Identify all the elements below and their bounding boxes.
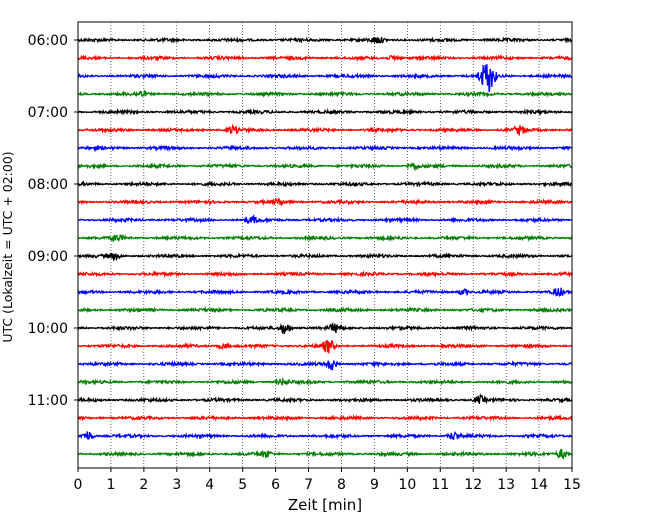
x-tick-label: 0 <box>74 477 83 493</box>
y-tick-label: 10:00 <box>28 321 68 337</box>
trace-line <box>77 53 573 62</box>
x-tick-label: 11 <box>431 477 449 493</box>
x-tick-label: 9 <box>370 477 379 493</box>
trace-line <box>77 233 573 243</box>
y-tick-label: 11:00 <box>28 393 68 409</box>
x-tick-label: 15 <box>563 477 581 493</box>
x-tick-label: 1 <box>106 477 115 493</box>
y-tick-label: 09:00 <box>28 249 68 265</box>
plot-background <box>78 22 572 468</box>
x-tick-label: 14 <box>530 477 548 493</box>
trace-line <box>77 180 573 188</box>
x-tick-label: 3 <box>172 477 181 493</box>
trace-line <box>77 321 573 335</box>
plot-frame <box>77 21 573 469</box>
trace-line <box>77 107 573 116</box>
trace-line <box>77 123 573 136</box>
trace-line <box>77 162 573 172</box>
trace-line <box>77 340 573 354</box>
y-tick-label: 08:00 <box>28 177 68 193</box>
trace-line <box>77 143 573 153</box>
trace-line <box>77 360 573 371</box>
trace-line <box>77 377 573 387</box>
seismogram-traces <box>77 36 573 460</box>
x-tick-label: 4 <box>205 477 214 493</box>
x-tick-label: 2 <box>139 477 148 493</box>
y-tick-label: 06:00 <box>28 33 68 49</box>
trace-line <box>77 270 573 279</box>
trace-line <box>77 197 573 207</box>
x-tick-label: 8 <box>337 477 346 493</box>
trace-line <box>77 213 573 225</box>
trace-line <box>77 306 573 314</box>
x-axis-ticks: 0 1 2 3 4 5 6 7 8 9 10 11 12 13 14 15 <box>74 468 581 493</box>
trace-line <box>77 448 573 460</box>
y-tick-label: 07:00 <box>28 105 68 121</box>
x-tick-label: 13 <box>497 477 515 493</box>
x-tick-label: 7 <box>304 477 313 493</box>
y-axis-label: UTC (Lokalzeit = UTC + 02:00) <box>0 151 15 342</box>
trace-line <box>77 89 573 98</box>
x-tick-label: 6 <box>271 477 280 493</box>
y-axis-ticks: 06:00 07:00 08:00 09:00 10:00 11:00 <box>28 33 78 409</box>
trace-line <box>77 430 573 441</box>
x-tick-label: 10 <box>398 477 416 493</box>
x-tick-label: 5 <box>238 477 247 493</box>
trace-line <box>77 252 573 262</box>
vertical-gridlines <box>110 22 540 468</box>
trace-line <box>77 287 573 298</box>
x-axis-label: Zeit [min] <box>288 496 362 514</box>
x-tick-label: 12 <box>464 477 482 493</box>
trace-line <box>77 414 573 422</box>
trace-line <box>77 36 573 44</box>
trace-line <box>77 393 573 405</box>
trace-line <box>77 64 573 93</box>
